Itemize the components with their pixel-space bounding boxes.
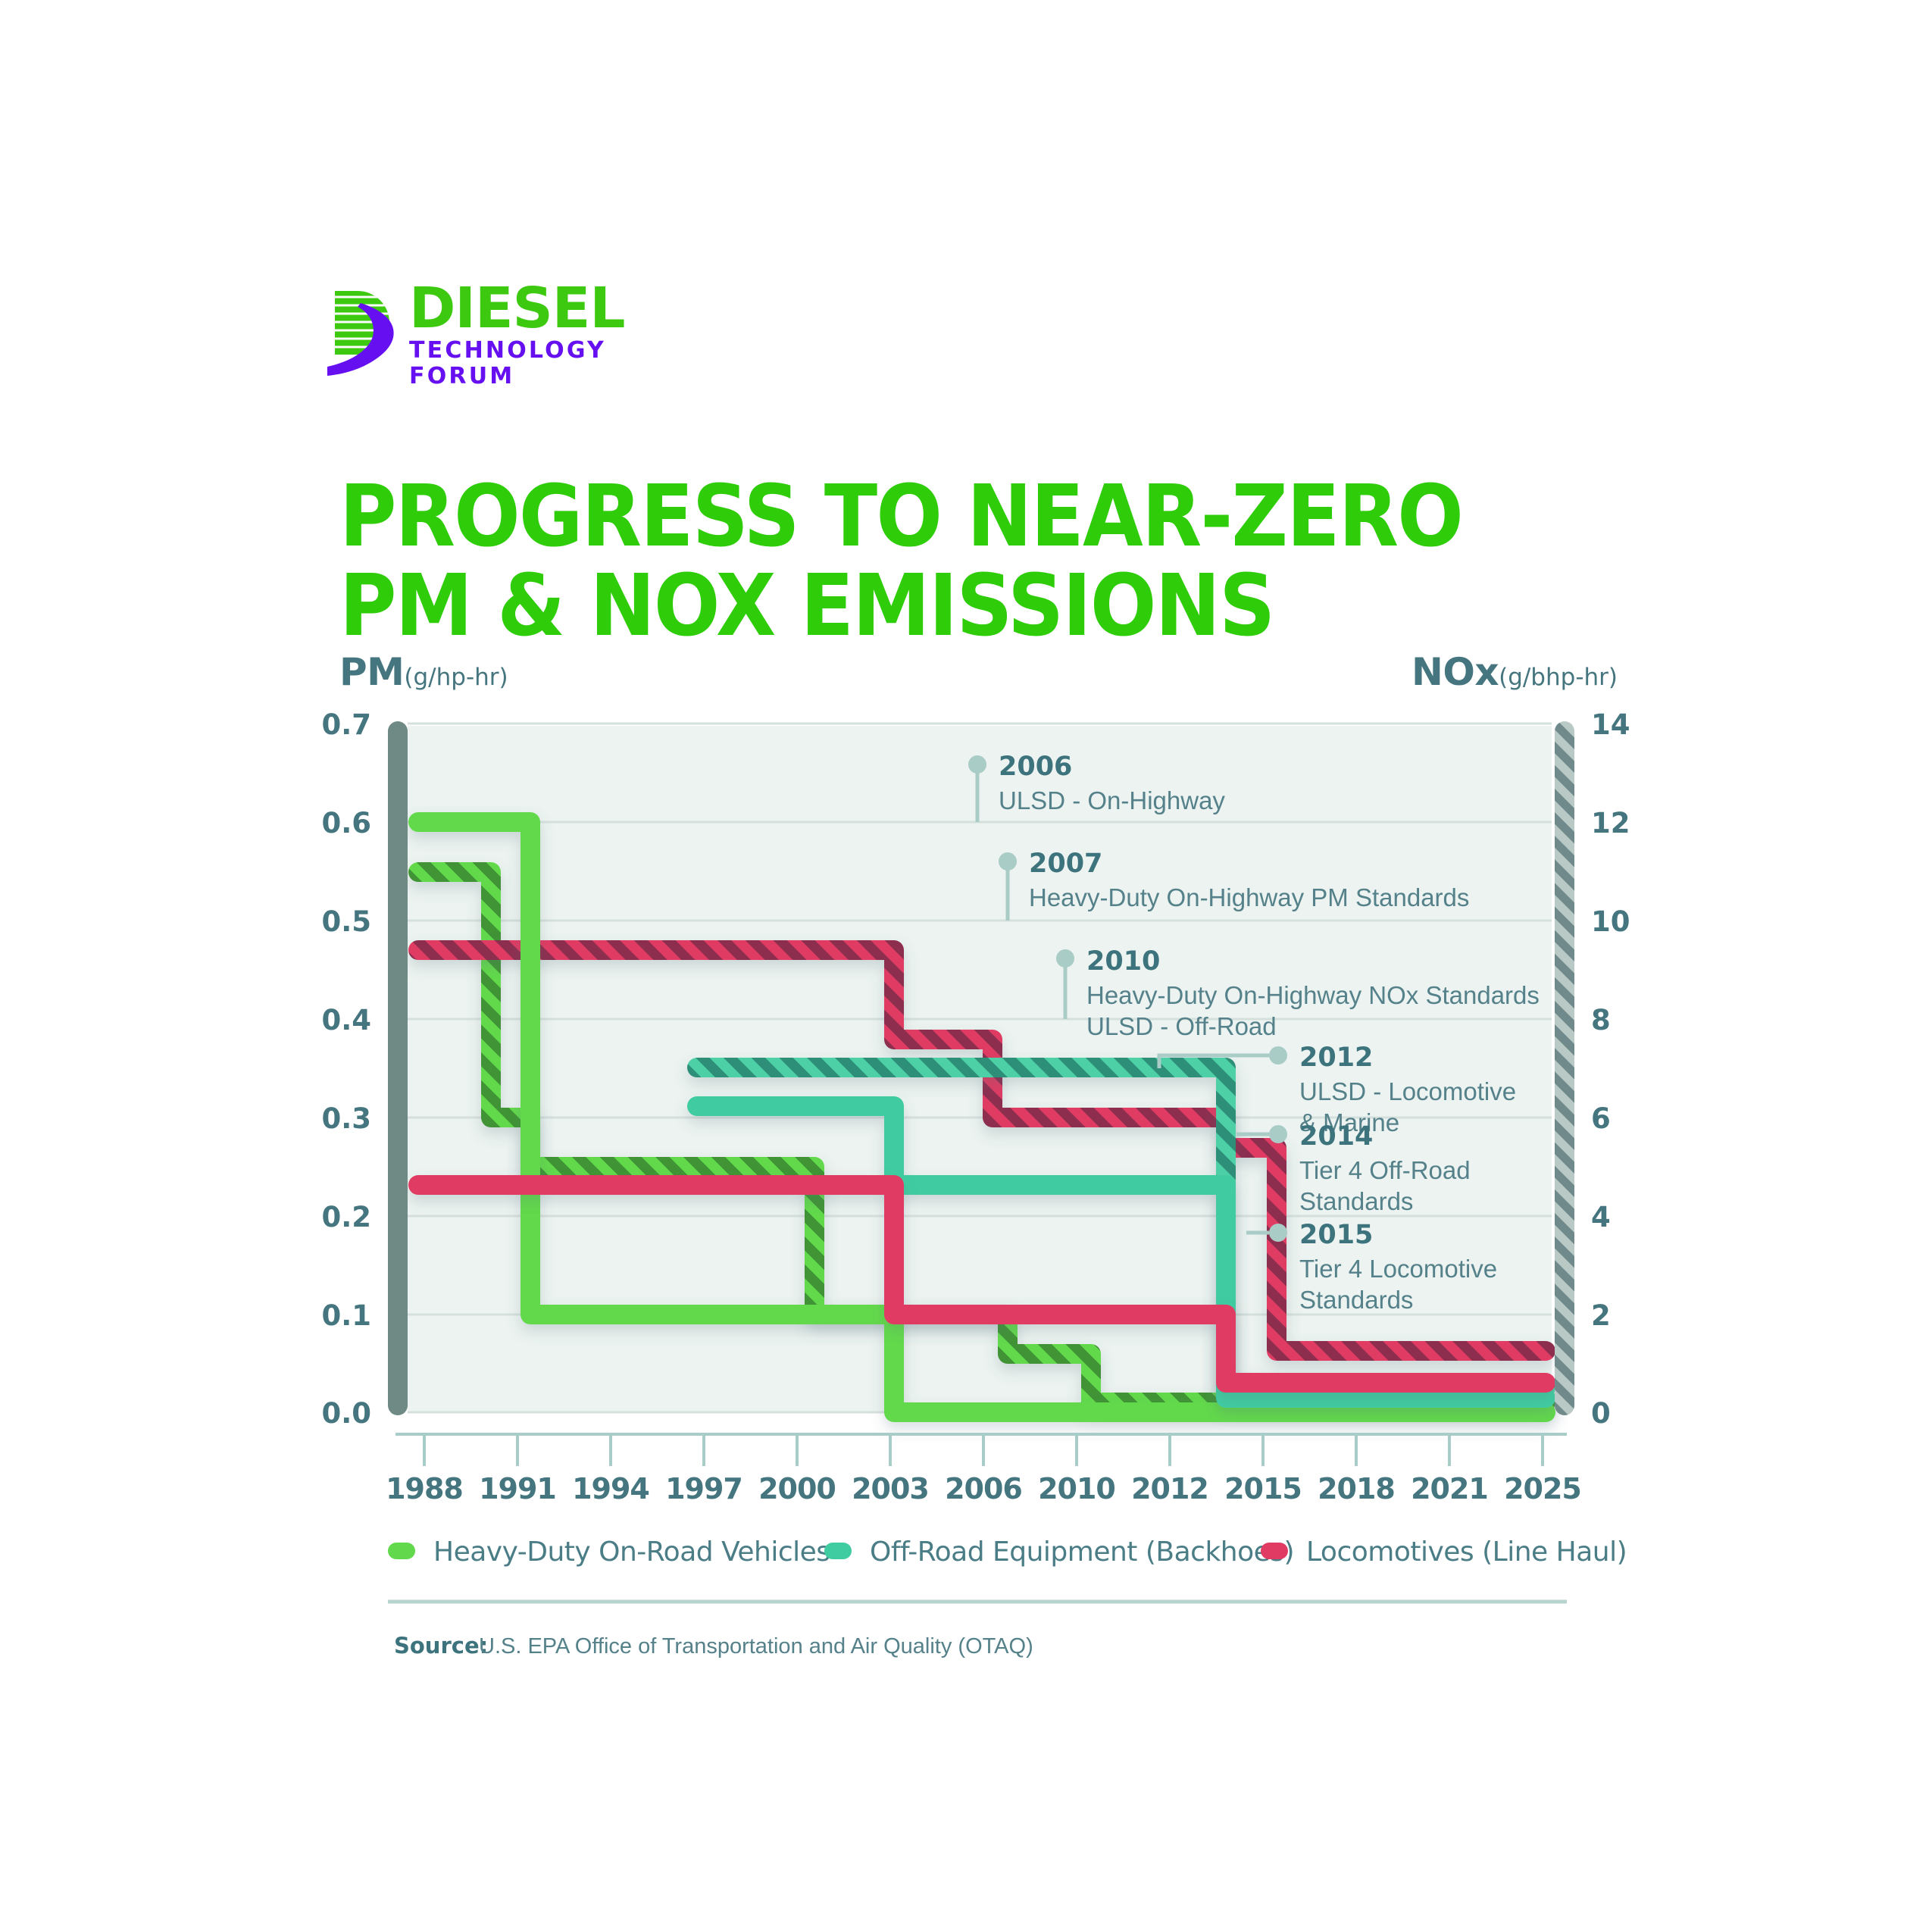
ytick-label: 0.0 [321, 1397, 371, 1430]
source-label: Source: [394, 1633, 488, 1658]
ann-2014-year: 2014 [1299, 1121, 1373, 1152]
ytick-label: 0.6 [321, 807, 371, 839]
xtick-label: 1988 [386, 1472, 463, 1505]
page-title-line-2: PM & NOx EMISSIONS [339, 557, 1275, 656]
series-locomotive-nox [408, 940, 1555, 1361]
x-axis-tick-labels: 1988 1991 1994 1997 2000 2003 2006 2010 … [386, 1472, 1582, 1505]
xtick-label: 2015 [1224, 1472, 1302, 1505]
y2tick-label: 6 [1591, 1102, 1611, 1135]
xtick-label: 1991 [479, 1472, 556, 1505]
ann-2010-desc-0: Heavy-Duty On-Highway NOx Standards [1086, 981, 1540, 1009]
legend-item-off-road-equipment[interactable]: Off-Road Equipment (Backhoes) [824, 1537, 1295, 1568]
y2tick-label: 0 [1591, 1397, 1611, 1430]
series-off-road-pm [687, 1096, 1555, 1408]
ann-2012: 2012 ULSD - Locomotive & Marine [1157, 1043, 1516, 1136]
legend-label: Heavy-Duty On-Road Vehicles [433, 1537, 830, 1568]
y2tick-label: 14 [1591, 708, 1630, 741]
ann-2006: 2006 ULSD - On-Highway [968, 752, 1225, 822]
chart-legend: Heavy-Duty On-Road Vehicles Off-Road Equ… [388, 1537, 1627, 1568]
ann-2012-year: 2012 [1299, 1043, 1373, 1073]
y2tick-label: 12 [1591, 807, 1630, 839]
x-axis-tick-marks [423, 1434, 1544, 1466]
ann-2015-desc-1: Standards [1299, 1286, 1413, 1314]
ann-2015-year: 2015 [1299, 1220, 1373, 1250]
ann-2006-desc-0: ULSD - On-Highway [999, 786, 1225, 814]
y2tick-label: 8 [1591, 1004, 1611, 1036]
y2tick-label: 2 [1591, 1299, 1611, 1332]
ann-2012-desc-0: ULSD - Locomotive [1299, 1077, 1516, 1105]
right-axis-bar [1555, 721, 1574, 1415]
y2tick-label: 10 [1591, 905, 1630, 938]
source-line: Source: U.S. EPA Office of Transportatio… [394, 1633, 1033, 1658]
legend-swatch [1261, 1543, 1288, 1559]
page-title-line-1: PROGRESS TO NEAR-ZERO [339, 467, 1464, 567]
xtick-label: 1994 [572, 1472, 649, 1505]
ann-2010-year: 2010 [1086, 946, 1160, 977]
xtick-label: 2003 [852, 1472, 929, 1505]
xtick-label: 1997 [665, 1472, 742, 1505]
ann-2007: 2007 Heavy-Duty On-Highway PM Standards [999, 849, 1469, 921]
xtick-label: 2010 [1038, 1472, 1115, 1505]
ytick-label: 0.7 [321, 708, 371, 741]
left-axis-units: (g/hp-hr) [404, 664, 508, 691]
ann-2006-year: 2006 [999, 752, 1072, 782]
legend-label: Locomotives (Line Haul) [1306, 1537, 1627, 1568]
ytick-label: 0.3 [321, 1102, 371, 1135]
legend-swatch [388, 1543, 415, 1559]
ann-2014-desc-1: Standards [1299, 1187, 1413, 1215]
ytick-label: 0.1 [321, 1299, 371, 1332]
ann-2014-desc-0: Tier 4 Off-Road [1299, 1156, 1471, 1184]
ann-2012-desc-1: & Marine [1299, 1108, 1399, 1136]
right-axis-ticks: 14 12 10 8 6 4 2 0 [1591, 708, 1630, 1430]
series-locomotive-pm [408, 1175, 1555, 1393]
page-title: PROGRESS TO NEAR-ZERO PM & NOx EMISSIONS [339, 472, 1627, 651]
left-axis-name: PM [339, 650, 405, 694]
brand-logo-text: DIESEL TECHNOLOGY FORUM [409, 280, 720, 389]
xtick-label: 2006 [945, 1472, 1022, 1505]
left-axis-ticks: 0.7 0.6 0.5 0.4 0.3 0.2 0.1 0.0 [321, 708, 371, 1430]
right-axis-caption: NOx(g/bhp-hr) [1405, 650, 1618, 694]
legend-label: Off-Road Equipment (Backhoes) [870, 1537, 1294, 1568]
ann-2014: 2014 Tier 4 Off-Road Standards [1236, 1121, 1471, 1215]
y2tick-label: 4 [1591, 1201, 1611, 1233]
ann-2007-desc-0: Heavy-Duty On-Highway PM Standards [1029, 883, 1469, 911]
ytick-label: 0.5 [321, 905, 371, 938]
xtick-label: 2021 [1411, 1472, 1488, 1505]
ann-2010-desc-1: ULSD - Off-Road [1086, 1012, 1277, 1040]
ann-2007-year: 2007 [1029, 849, 1102, 879]
legend-item-locomotives[interactable]: Locomotives (Line Haul) [1261, 1537, 1627, 1568]
left-axis-bar [388, 721, 408, 1415]
xtick-label: 2018 [1318, 1472, 1395, 1505]
right-axis-name: NOx [1411, 650, 1499, 694]
ann-2010: 2010 Heavy-Duty On-Highway NOx Standards… [1056, 946, 1540, 1040]
legend-item-heavy-duty-on-road[interactable]: Heavy-Duty On-Road Vehicles [388, 1537, 830, 1568]
ytick-label: 0.4 [321, 1004, 371, 1036]
brand-name-secondary: TECHNOLOGY FORUM [409, 337, 606, 389]
brand-logo: DIESEL TECHNOLOGY FORUM [326, 280, 720, 389]
xtick-label: 2000 [758, 1472, 836, 1505]
legend-swatch [824, 1543, 852, 1559]
xtick-label: 2025 [1504, 1472, 1581, 1505]
xtick-label: 2012 [1131, 1472, 1208, 1505]
ann-2015: 2015 Tier 4 Locomotive Standards [1246, 1220, 1497, 1314]
ytick-label: 0.2 [321, 1201, 371, 1233]
brand-name-primary: DIESEL [409, 276, 626, 341]
left-axis-caption: PM(g/hp-hr) [339, 650, 508, 694]
diesel-forum-globe-road-logo-icon [327, 291, 394, 376]
source-text: U.S. EPA Office of Transportation and Ai… [479, 1634, 1033, 1658]
series-heavy-duty-nox [408, 862, 1555, 1412]
ann-2015-desc-0: Tier 4 Locomotive [1299, 1255, 1497, 1283]
right-axis-units: (g/bhp-hr) [1499, 664, 1618, 691]
series-heavy-duty-pm [408, 812, 1555, 1422]
